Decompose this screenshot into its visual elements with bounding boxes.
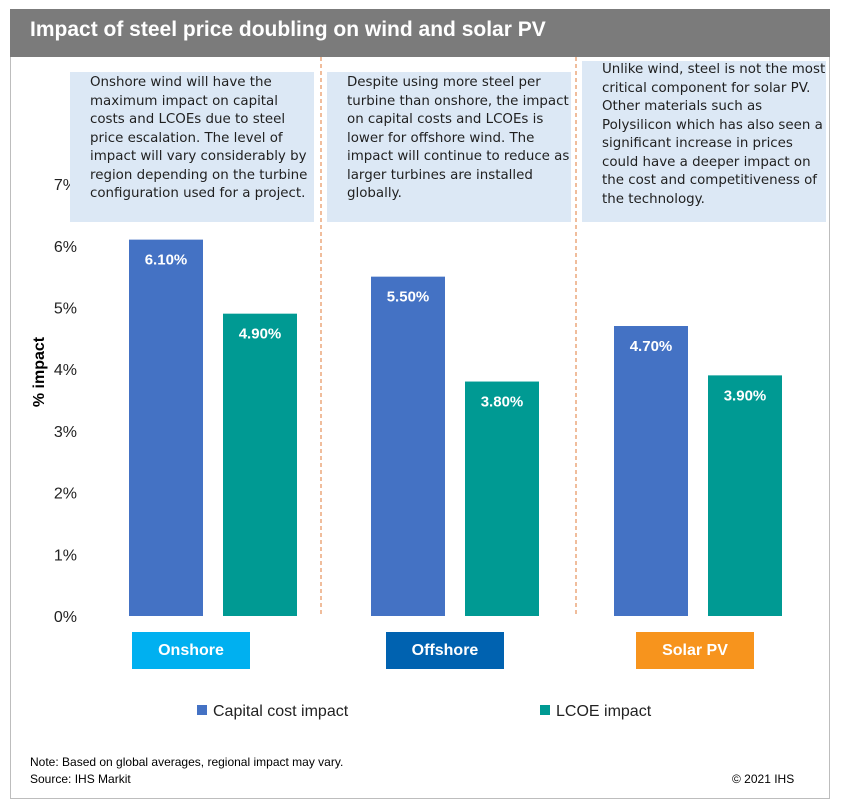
annotation-solar-text: Unlike wind, steel is not the most criti… — [602, 62, 826, 207]
bar-lcoe-solar-pv — [708, 375, 782, 616]
bar-capital-offshore — [371, 276, 445, 616]
footer-note: Note: Based on global averages, regional… — [30, 755, 344, 769]
title-bar — [10, 9, 830, 57]
annotation-solar: Unlike wind, steel is not the most criti… — [582, 61, 826, 222]
legend-lcoe-label: LCOE impact — [556, 703, 652, 720]
legend-lcoe: LCOE impact — [540, 703, 651, 721]
y-axis-label: % impact — [31, 336, 48, 407]
y-tick-label: 0% — [54, 609, 77, 626]
annotation-onshore-text: Onshore wind will have the maximum impac… — [90, 75, 308, 201]
y-tick-label: 2% — [54, 486, 77, 503]
y-tick-label: 4% — [54, 362, 77, 379]
chart-title: Impact of steel price doubling on wind a… — [30, 18, 546, 41]
y-tick-label: 5% — [54, 301, 77, 318]
bar-capital-solar-pv — [614, 326, 688, 616]
data-label: 6.10% — [145, 252, 188, 269]
y-tick-label: 6% — [54, 239, 77, 256]
data-label: 4.90% — [239, 326, 282, 343]
footer-copyright: © 2021 IHS — [732, 772, 795, 786]
annotation-offshore: Despite using more steel per turbine tha… — [327, 72, 571, 222]
y-tick-label: 1% — [54, 547, 77, 564]
legend-lcoe-swatch — [540, 705, 550, 715]
annotation-offshore-text: Despite using more steel per turbine tha… — [347, 75, 570, 201]
bar-lcoe-onshore — [223, 313, 297, 616]
data-label: 3.80% — [481, 394, 524, 411]
y-tick-label: 3% — [54, 424, 77, 441]
data-label: 5.50% — [387, 289, 430, 306]
category-label-offshore: Offshore — [386, 632, 504, 669]
data-label: 3.90% — [724, 387, 767, 404]
footer-source: Source: IHS Markit — [30, 772, 131, 786]
legend-capital-swatch — [197, 705, 207, 715]
legend-capital: Capital cost impact — [197, 703, 348, 721]
annotation-onshore: Onshore wind will have the maximum impac… — [70, 72, 314, 222]
category-label-onshore: Onshore — [132, 632, 250, 669]
category-label-solar: Solar PV — [636, 632, 754, 669]
bar-capital-onshore — [129, 239, 203, 616]
data-label: 4.70% — [630, 338, 673, 355]
legend-capital-label: Capital cost impact — [213, 703, 349, 720]
bar-lcoe-offshore — [465, 381, 539, 616]
